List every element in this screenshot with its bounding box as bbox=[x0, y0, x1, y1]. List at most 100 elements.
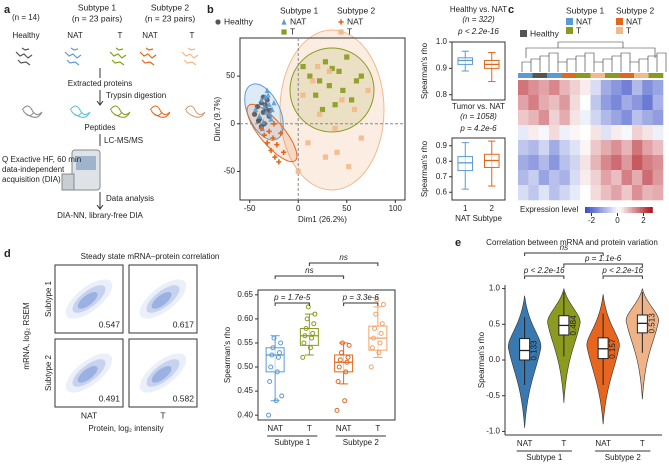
y-tick-label: 0.8 bbox=[436, 156, 448, 165]
panel-a: a (n = 14) Subtype 1 (n = 23 pairs) Subt… bbox=[2, 2, 206, 220]
column-label: T bbox=[160, 410, 165, 420]
legend-label: NAT bbox=[626, 16, 642, 26]
point bbox=[271, 121, 277, 127]
point bbox=[332, 125, 338, 132]
point bbox=[326, 83, 332, 89]
heatmap-cell bbox=[559, 80, 571, 96]
text: Subtype 2 bbox=[151, 2, 190, 12]
point bbox=[255, 118, 262, 124]
legend-swatch bbox=[566, 27, 573, 34]
point bbox=[358, 73, 364, 79]
point-cloud bbox=[146, 285, 180, 313]
sample-bar bbox=[576, 73, 591, 78]
legend-marker bbox=[281, 29, 287, 35]
colorbar-cell bbox=[618, 207, 622, 213]
data-label: 0.484 bbox=[569, 315, 578, 336]
legend-marker bbox=[338, 19, 344, 25]
point bbox=[273, 398, 279, 404]
y-axis-label: Spearman's rho bbox=[477, 331, 486, 388]
bracket bbox=[524, 252, 604, 256]
point bbox=[302, 333, 308, 339]
annotation: p < 2.2e-16 bbox=[601, 266, 643, 275]
point-cloud bbox=[151, 365, 172, 383]
colorbar-cell bbox=[587, 207, 591, 213]
sample-bar bbox=[547, 73, 562, 78]
heatmap-cell bbox=[642, 80, 653, 96]
colorbar-cell bbox=[637, 207, 640, 213]
heatmap-cell bbox=[621, 80, 633, 96]
heatmap-cell bbox=[590, 80, 602, 96]
title: Steady state mRNA–protein correlation bbox=[81, 252, 220, 261]
x-axis-label: Dim1 (26.2%) bbox=[298, 215, 347, 224]
heatmap-cell bbox=[590, 110, 602, 126]
legend-label: T bbox=[290, 26, 295, 36]
colorbar-tick-label: 0 bbox=[615, 216, 620, 225]
sample-icons bbox=[15, 47, 199, 66]
colorbar-cell bbox=[608, 207, 612, 213]
colorbar-cell bbox=[616, 207, 619, 213]
heatmap-cell bbox=[569, 170, 581, 186]
point bbox=[266, 412, 272, 418]
sample-bar bbox=[648, 73, 664, 78]
point bbox=[335, 378, 341, 384]
heatmap-cell bbox=[621, 125, 633, 141]
point bbox=[370, 335, 376, 341]
heatmap-cell bbox=[569, 185, 581, 201]
heatmap-cell bbox=[518, 125, 529, 141]
arrow bbox=[96, 90, 104, 106]
point bbox=[311, 321, 317, 327]
heatmap-cell bbox=[611, 170, 622, 186]
point bbox=[340, 87, 346, 94]
heatmap-cell bbox=[590, 155, 602, 171]
heatmap-cell bbox=[549, 185, 560, 201]
point bbox=[276, 159, 282, 165]
point bbox=[319, 106, 326, 113]
group-label: Subtype 2 bbox=[343, 438, 380, 447]
point bbox=[377, 340, 383, 346]
y-tick-label: 0.7 bbox=[436, 172, 448, 181]
text: Data analysis bbox=[106, 194, 154, 203]
point bbox=[345, 354, 351, 360]
heatmap-cell bbox=[549, 140, 560, 156]
data-label: 0.513 bbox=[647, 313, 656, 334]
y-tick-label: 0.40 bbox=[237, 410, 253, 419]
text: T bbox=[118, 31, 123, 40]
column-label: NAT bbox=[81, 410, 97, 420]
y-axis-label: Dim2 (9.7%) bbox=[213, 96, 222, 141]
subtitle: (n = 322) bbox=[462, 15, 495, 24]
colorbar-cell bbox=[590, 207, 593, 213]
point bbox=[342, 398, 348, 404]
panel-label: a bbox=[4, 4, 11, 16]
bracket bbox=[602, 275, 643, 279]
colorbar-cell bbox=[598, 207, 601, 213]
point-cloud bbox=[151, 291, 172, 309]
bracket bbox=[274, 275, 345, 279]
colorbar-cell bbox=[647, 207, 651, 213]
point bbox=[313, 92, 319, 98]
subplot-frame bbox=[128, 338, 198, 408]
legend-label: T bbox=[576, 25, 581, 35]
text: NAT bbox=[67, 31, 83, 40]
point bbox=[346, 342, 352, 348]
heatmap-cell bbox=[652, 125, 664, 141]
point-cloud bbox=[139, 353, 187, 393]
text: (n = 14) bbox=[12, 13, 40, 22]
point bbox=[300, 354, 306, 360]
protein-icons bbox=[21, 105, 206, 118]
point bbox=[301, 340, 307, 346]
y-tick-label: 1.0 bbox=[489, 284, 501, 293]
heatmap-cell bbox=[538, 95, 550, 111]
group-label: Subtype 2 bbox=[605, 453, 642, 462]
legend-label: T bbox=[626, 25, 631, 35]
x-tick-label: NAT bbox=[336, 424, 352, 433]
point bbox=[270, 345, 276, 351]
legend-title: Subtype 2 bbox=[337, 5, 376, 15]
colorbar-cell bbox=[585, 207, 588, 213]
legend-label: NAT bbox=[290, 16, 306, 26]
point bbox=[266, 128, 272, 134]
heatmap-cell bbox=[518, 95, 529, 111]
point bbox=[310, 78, 316, 84]
point bbox=[270, 135, 276, 141]
sample-bar bbox=[532, 73, 548, 78]
point bbox=[307, 345, 313, 351]
